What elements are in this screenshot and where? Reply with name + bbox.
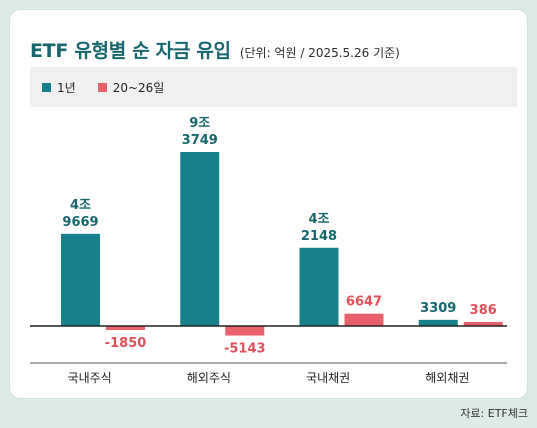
data-label: 6647 <box>346 295 382 310</box>
x-tick-label: 국내주식 <box>68 371 112 385</box>
data-label: 3749 <box>182 133 218 148</box>
data-label: 386 <box>470 303 497 318</box>
chart-title-row: ETF 유형별 순 자금 유입 (단위: 억원 / 2025.5.26 기준) <box>30 36 400 63</box>
x-tick-label: 국내채권 <box>306 371 350 385</box>
bar-1y <box>180 152 220 326</box>
data-label: 4조 <box>308 212 329 227</box>
data-label: 4조 <box>70 198 91 213</box>
legend-item-recent: 20~26일 <box>97 79 165 96</box>
bar-recent <box>344 313 384 326</box>
bar-recent <box>225 326 265 336</box>
bar-recent <box>106 326 145 330</box>
source-note: 자료: ETF체크 <box>460 407 528 420</box>
bar-1y <box>418 319 458 326</box>
data-label: 9조 <box>189 116 210 131</box>
legend-swatch-1y <box>42 82 51 92</box>
x-tick-label: 해외주식 <box>187 371 231 385</box>
chart-subtitle: (단위: 억원 / 2025.5.26 기준) <box>239 46 400 60</box>
data-label: 9669 <box>62 215 98 230</box>
bar-1y <box>61 233 100 326</box>
legend: 1년 20~26일 <box>30 67 517 107</box>
legend-label-1y: 1년 <box>57 80 76 95</box>
data-label: 3309 <box>420 301 456 316</box>
legend-item-1y: 1년 <box>42 79 76 96</box>
bar-1y <box>299 247 339 326</box>
data-label: -5143 <box>224 342 266 357</box>
legend-label-recent: 20~26일 <box>112 80 165 95</box>
bar-recent <box>463 322 503 326</box>
chart-title: ETF 유형별 순 자금 유입 <box>30 40 231 62</box>
legend-swatch-recent <box>97 82 107 92</box>
x-tick-label: 해외채권 <box>425 371 469 385</box>
data-label: -1850 <box>105 336 147 351</box>
chart-card: ETF 유형별 순 자금 유입 (단위: 억원 / 2025.5.26 기준) … <box>10 10 527 398</box>
data-label: 2148 <box>301 229 337 244</box>
